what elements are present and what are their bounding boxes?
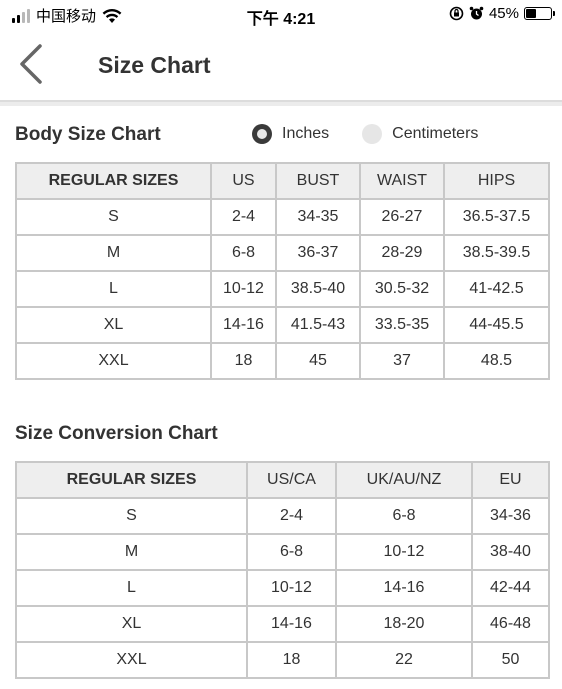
header-divider (0, 102, 562, 106)
size-label-cell: XL (15, 306, 212, 344)
unit-option-centimeters[interactable]: Centimeters (362, 124, 478, 144)
size-label-cell: M (15, 533, 248, 571)
table-row: XXL 18 45 37 48.5 (15, 342, 550, 380)
size-label-cell: M (15, 234, 212, 272)
radio-unselected-icon[interactable] (362, 124, 383, 144)
body-size-chart-title: Body Size Chart (15, 124, 161, 145)
table-cell: 26-27 (359, 198, 445, 236)
table-row: S 2-4 34-35 26-27 36.5-37.5 (15, 198, 550, 236)
table-cell: 37 (359, 342, 445, 380)
table-cell: 36-37 (275, 234, 361, 272)
table-cell: 22 (335, 641, 473, 679)
table-cell: 33.5-35 (359, 306, 445, 344)
battery-level (526, 9, 536, 18)
size-label-cell: L (15, 270, 212, 308)
column-header: REGULAR SIZES (15, 461, 248, 499)
table-cell: 34-35 (275, 198, 361, 236)
unit-label-centimeters: Centimeters (392, 125, 479, 142)
table-cell: 10-12 (210, 270, 277, 308)
column-header: EU (471, 461, 550, 499)
size-label-cell: S (15, 497, 248, 535)
orientation-lock-icon (449, 6, 464, 21)
size-label-cell: XXL (15, 641, 248, 679)
unit-label-inches: Inches (282, 125, 330, 142)
table-cell: 14-16 (246, 605, 337, 643)
carrier-label: 中国移动 (36, 8, 97, 25)
table-cell: 6-8 (210, 234, 277, 272)
status-left: 中国移动 (12, 5, 122, 26)
table-row: L 10-12 14-16 42-44 (15, 569, 550, 607)
table-row: S 2-4 6-8 34-36 (15, 497, 550, 535)
size-label-cell: XL (15, 605, 248, 643)
table-row: M 6-8 10-12 38-40 (15, 533, 550, 571)
size-label-cell: XXL (15, 342, 212, 380)
table-cell: 14-16 (335, 569, 473, 607)
unit-toggle: Inches Centimeters (252, 124, 478, 144)
table-cell: 6-8 (335, 497, 473, 535)
battery-icon (524, 7, 555, 20)
column-header: UK/AU/NZ (335, 461, 473, 499)
table-row: XXL 18 22 50 (15, 641, 550, 679)
table-cell: 30.5-32 (359, 270, 445, 308)
table-cell: 45 (275, 342, 361, 380)
table-cell: 34-36 (471, 497, 550, 535)
size-label-cell: L (15, 569, 248, 607)
table-cell: 28-29 (359, 234, 445, 272)
table-row: XL 14-16 18-20 46-48 (15, 605, 550, 643)
column-header: BUST (275, 162, 361, 200)
battery-percent: 45% (488, 5, 519, 22)
table-cell: 38.5-40 (275, 270, 361, 308)
table-row: XL 14-16 41.5-43 33.5-35 44-45.5 (15, 306, 550, 344)
table-cell: 38-40 (471, 533, 550, 571)
table-cell: 2-4 (210, 198, 277, 236)
body-size-table: REGULAR SIZES US BUST WAIST HIPS S 2-4 34-35 26… (15, 162, 550, 380)
column-header: WAIST (359, 162, 445, 200)
table-cell: 48.5 (443, 342, 550, 380)
chevron-left-icon[interactable] (14, 42, 48, 86)
table-cell: 50 (471, 641, 550, 679)
table-cell: 18 (246, 641, 337, 679)
table-cell: 10-12 (246, 569, 337, 607)
table-cell: 10-12 (335, 533, 473, 571)
radio-selected-icon[interactable] (252, 124, 272, 144)
table-cell: 14-16 (210, 306, 277, 344)
table-header-row: REGULAR SIZES US/CA UK/AU/NZ EU (15, 461, 550, 499)
table-cell: 38.5-39.5 (443, 234, 550, 272)
table-header-row: REGULAR SIZES US BUST WAIST HIPS (15, 162, 550, 200)
table-row: L 10-12 38.5-40 30.5-32 41-42.5 (15, 270, 550, 308)
table-cell: 18 (210, 342, 277, 380)
table-cell: 44-45.5 (443, 306, 550, 344)
alarm-icon (469, 6, 484, 20)
table-row: M 6-8 36-37 28-29 38.5-39.5 (15, 234, 550, 272)
column-header: HIPS (443, 162, 550, 200)
table-cell: 46-48 (471, 605, 550, 643)
signal-icon (12, 8, 30, 23)
table-cell: 6-8 (246, 533, 337, 571)
status-bar: 中国移动 下午 4:21 45% (0, 0, 562, 30)
table-cell: 42-44 (471, 569, 550, 607)
size-label-cell: S (15, 198, 212, 236)
status-time: 下午 4:21 (246, 11, 316, 28)
size-conversion-table: REGULAR SIZES US/CA UK/AU/NZ EU S 2-4 6-8 34-3… (15, 461, 550, 679)
navigation-bar: Size Chart (0, 30, 562, 102)
table-cell: 2-4 (246, 497, 337, 535)
table-cell: 41-42.5 (443, 270, 550, 308)
table-cell: 18-20 (335, 605, 473, 643)
status-right: 45% (449, 5, 555, 22)
column-header: US/CA (246, 461, 337, 499)
wifi-icon (102, 8, 122, 23)
column-header: US (210, 162, 277, 200)
table-cell: 36.5-37.5 (443, 198, 550, 236)
page-title: Size Chart (98, 52, 211, 78)
column-header: REGULAR SIZES (15, 162, 212, 200)
size-conversion-chart-title: Size Conversion Chart (15, 423, 218, 444)
unit-option-inches[interactable]: Inches (252, 124, 329, 144)
table-cell: 41.5-43 (275, 306, 361, 344)
